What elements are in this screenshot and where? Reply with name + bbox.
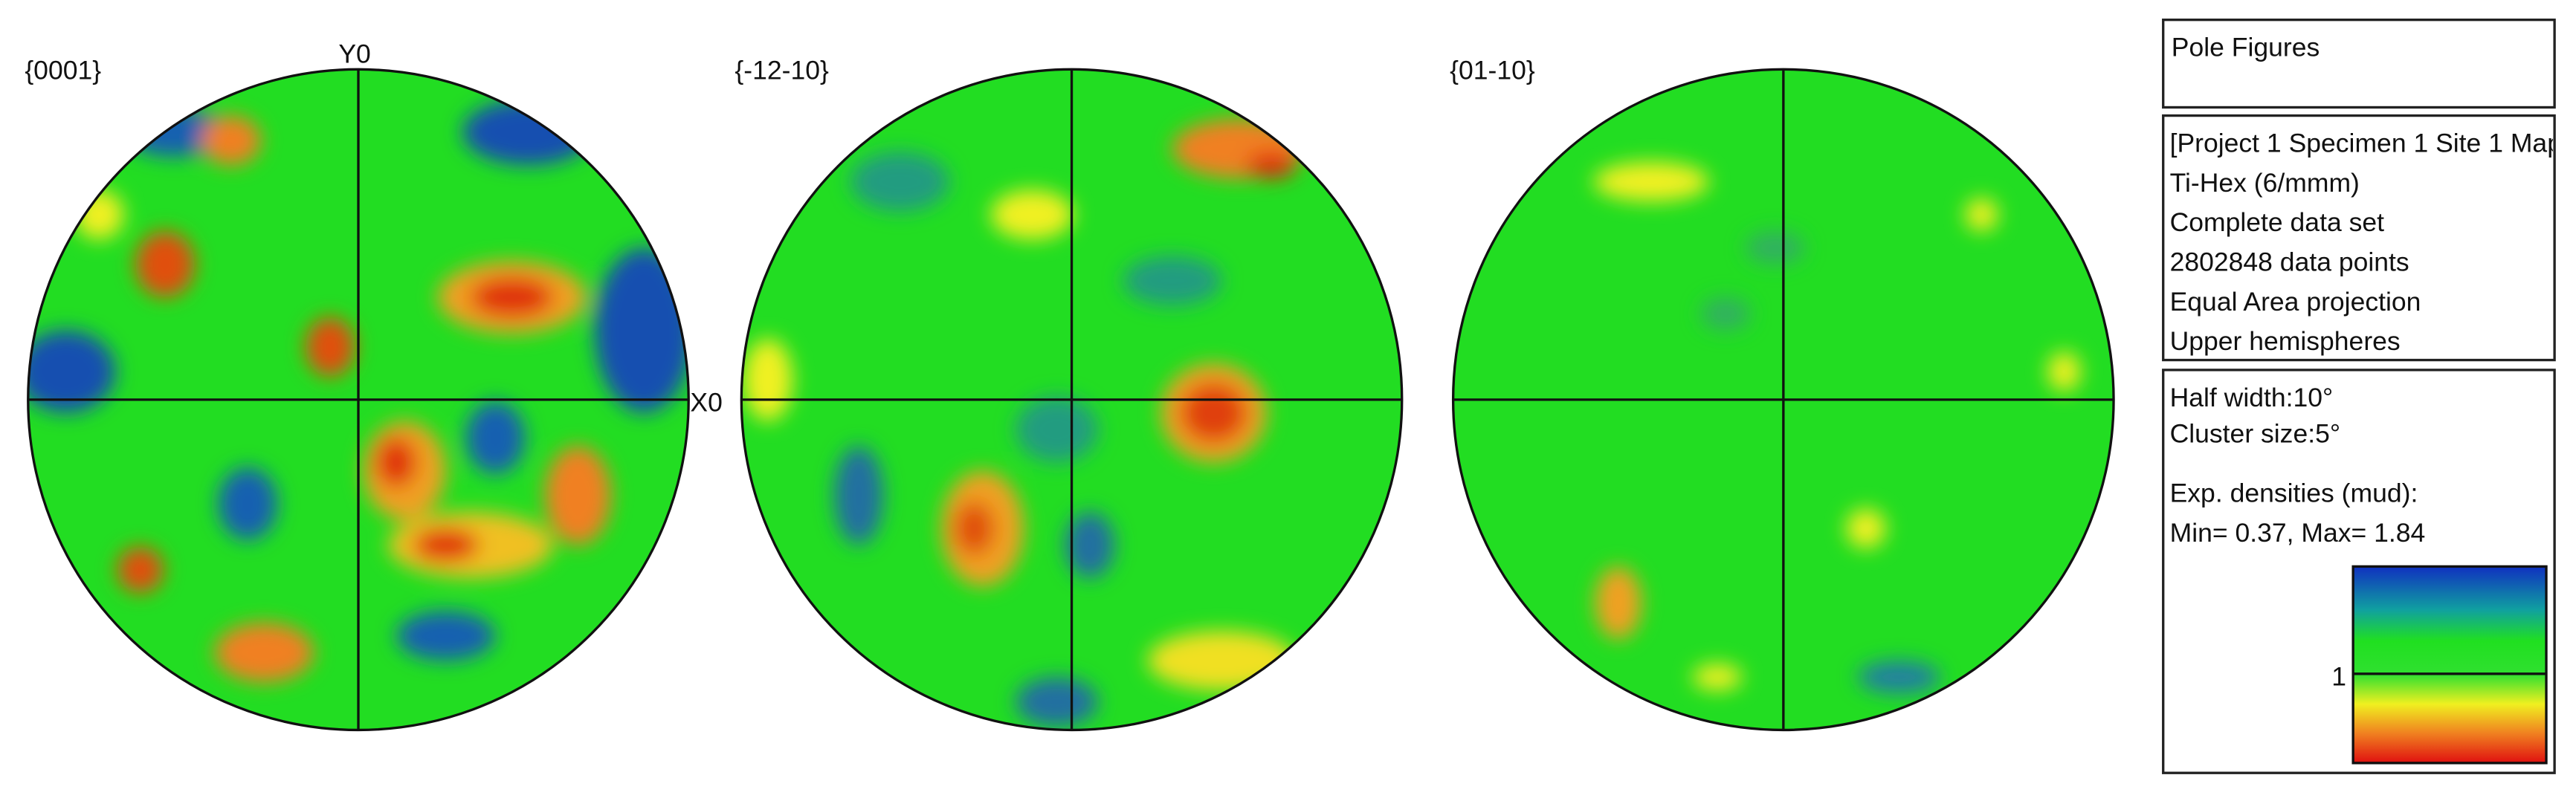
figure-label: {-12-10} [735,56,829,85]
legend-title: Pole Figures [2172,33,2320,62]
setting: Cluster size:5° [2170,419,2340,449]
legend-info-box [2162,114,2556,362]
axis-label: Y0 [338,39,370,68]
colorbar-tick: 1 [2331,661,2346,691]
info-line: 2802848 data points [2170,247,2409,277]
densities-label: Exp. densities (mud): [2170,479,2418,508]
info-line: Equal Area projection [2170,287,2421,317]
figure-label: {0001} [25,56,101,85]
axis-label: X0 [690,387,722,417]
info-line: Upper hemispheres [2170,326,2401,356]
density-range: Min= 0.37, Max= 1.84 [2170,518,2426,548]
info-line: [Project 1 Specimen 1 Site 1 Map Data 1] [2170,128,2576,158]
info-line: Ti-Hex (6/mmm) [2170,168,2360,198]
info-line: Complete data set [2170,207,2385,237]
setting: Half width:10° [2170,383,2334,412]
figure-label: {01-10} [1450,56,1535,85]
colorbar [2351,565,2548,765]
legend-title-box [2162,19,2556,109]
